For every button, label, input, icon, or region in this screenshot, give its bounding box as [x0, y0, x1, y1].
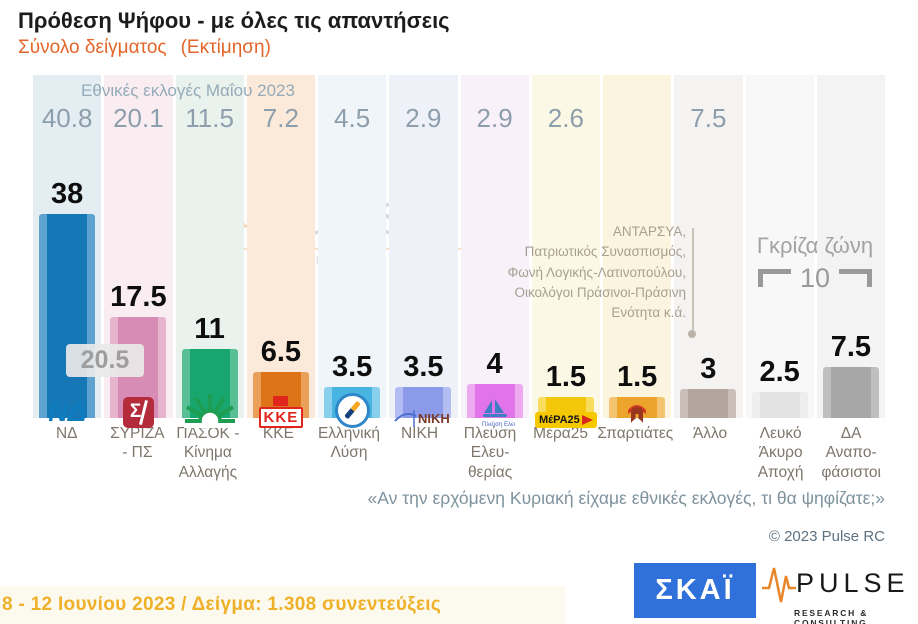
- page-title: Πρόθεση Ψήφου - με όλες τις απαντήσεις: [18, 8, 450, 33]
- annotation-connector-line: [692, 228, 694, 330]
- column-niki: 2.9 3.5 ΝΙΚΗ: [389, 75, 458, 427]
- party-label: Σπαρτιάτες: [597, 425, 674, 442]
- previous-result: 2.9: [405, 103, 442, 133]
- subtitle-sample: Σύνολο δείγματος: [18, 37, 167, 58]
- party-label: Μέρα25: [533, 425, 589, 442]
- subtitle: Σύνολο δείγματος (Εκτίμηση): [18, 37, 271, 59]
- bar-value: 6.5: [260, 335, 302, 368]
- column-tint: [745, 75, 814, 418]
- syriza-logo-icon: Σ: [104, 397, 172, 428]
- pasok-logo-icon: [176, 392, 244, 428]
- other-parties-annotation: ΑΝΤΑΡΣΥΑ, Πατριωτικός Συνασπισμός, Φωνή …: [507, 224, 686, 320]
- column-lefko: 2.5: [745, 75, 814, 418]
- niki-logo-icon: ΝΙΚΗ: [389, 408, 457, 428]
- bar-value: 7.5: [830, 330, 872, 363]
- elections-header: Εθνικές εκλογές Μαΐου 2023: [81, 81, 295, 100]
- bar-value: 1.5: [545, 360, 587, 393]
- bar-nd: [39, 214, 96, 418]
- bar-value: 11: [194, 313, 225, 345]
- previous-result: 7.2: [262, 103, 299, 133]
- party-label: Άλλο: [692, 425, 728, 442]
- party-label: ΝΙΚΗ: [400, 425, 439, 442]
- party-labels-row: ΝΔ ΣΥΡΙΖΑ - ΠΣ ΠΑΣΟΚ - Κίνημα Αλλαγής ΚΚ…: [33, 424, 885, 482]
- party-label: ΔΑ Αναπο- φάσιστοι: [821, 425, 881, 481]
- previous-result: 2.6: [547, 103, 584, 133]
- previous-result: 4.5: [334, 103, 371, 133]
- party-label: Ελληνική Λύση: [317, 425, 380, 462]
- previous-result: 11.5: [185, 103, 234, 133]
- fieldwork-dates: 8 - 12 Ιουνίου 2023 / Δείγμα: 1.308 συνε…: [2, 594, 442, 615]
- column-nd: 40.8 38 ΝΔ: [33, 75, 102, 427]
- party-label: ΠΑΣΟΚ - Κίνημα Αλλαγής: [176, 425, 240, 481]
- bracket-left-icon: [757, 269, 791, 287]
- column-tint: [816, 75, 885, 418]
- kke-logo-icon: KKE: [247, 396, 315, 428]
- party-label: ΣΥΡΙΖΑ - ΠΣ: [110, 425, 165, 462]
- spartiates-logo-icon: [603, 400, 671, 428]
- party-label: Πλεύση Ελευ- θερίας: [463, 425, 517, 481]
- bar-value: 17.5: [110, 280, 167, 313]
- column-tint: [531, 75, 600, 418]
- gray-zone-label: Γκρίζα ζώνη: [756, 233, 874, 258]
- column-spartiates: 1.5: [603, 75, 672, 423]
- svg-text:Πλεύση Ελευθ.: Πλεύση Ελευθ.: [482, 422, 515, 428]
- column-elliniki-lysi: 4.5 3.5: [318, 75, 387, 428]
- bar-value: 3: [700, 353, 717, 385]
- column-tint: [674, 75, 743, 418]
- previous-result: 40.8: [41, 103, 93, 133]
- nd-logo-icon: ΝΔ: [48, 397, 86, 427]
- party-label: ΚΚΕ: [262, 425, 294, 442]
- previous-result: 7.5: [690, 103, 727, 133]
- column-plefsi: 2.9 4 Πλεύση Ελευθ.: [460, 75, 529, 428]
- bar-value: 2.5: [759, 355, 800, 388]
- mera25-logo-icon: MέPA25: [532, 412, 600, 428]
- skai-logo: ΣΚΑΪ: [634, 563, 756, 618]
- bar-value: 3.5: [331, 350, 373, 383]
- column-tint: [603, 75, 672, 418]
- column-tint: [460, 75, 529, 418]
- column-tint: [389, 75, 458, 418]
- party-label: ΝΔ: [55, 425, 78, 442]
- pulse-ecg-icon: [762, 567, 796, 603]
- subtitle-estimate: (Εκτίμηση): [180, 37, 271, 58]
- column-tint: [318, 75, 387, 418]
- bar-value: 1.5: [616, 360, 658, 393]
- survey-question: «Αν την ερχόμενη Κυριακή είχαμε εθνικές …: [367, 488, 886, 508]
- copyright: © 2023 Pulse RC: [768, 528, 885, 545]
- column-pasok: 11.5 11: [175, 75, 244, 428]
- footer-strip: [0, 586, 565, 624]
- bar-value: 38: [50, 178, 84, 210]
- column-kke: 7.2 6.5 KKE: [246, 75, 315, 428]
- pulse-logo-title: PULSE: [796, 567, 910, 598]
- column-mera25: 2.6 1.5 MέPA25: [531, 75, 600, 428]
- column-tint: [246, 75, 315, 418]
- elliniki-lysi-logo-icon: [318, 393, 386, 428]
- pulse-logo: PULSE RESEARCH & CONSULTING: [762, 560, 914, 624]
- bar-value: 4: [486, 348, 503, 380]
- column-da: 7.5: [816, 75, 885, 418]
- plefsi-logo-icon: Πλεύση Ελευθ.: [461, 397, 529, 428]
- bar-niki: [395, 386, 452, 418]
- gray-zone-value: 10: [799, 263, 831, 293]
- column-allo: 7.5 3: [674, 75, 743, 418]
- gray-zone-annotation: Γκρίζα ζώνη 10: [745, 233, 885, 292]
- previous-result: 2.9: [476, 103, 513, 133]
- pulse-logo-subtitle: RESEARCH & CONSULTING: [794, 608, 869, 624]
- svg-text:ΝΙΚΗ: ΝΙΚΗ: [418, 411, 450, 426]
- bar-da: [822, 366, 879, 418]
- skai-logo-text: ΣΚΑΪ: [655, 574, 735, 606]
- bracket-right-icon: [839, 269, 873, 287]
- party-label: Λευκό Άκυρο Αποχή: [757, 425, 804, 481]
- previous-result: 20.1: [113, 103, 164, 133]
- bar-value: 3.5: [403, 350, 444, 383]
- annotation-connector-dot: [688, 330, 696, 338]
- bar-lefko: [751, 391, 808, 418]
- bar-allo: [680, 389, 737, 418]
- nd-lead-badge: 20.5: [66, 344, 144, 377]
